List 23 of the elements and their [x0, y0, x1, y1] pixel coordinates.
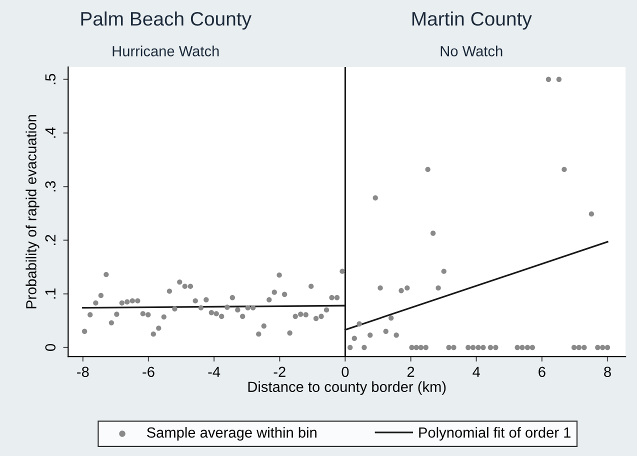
- y-tick-label: 0: [45, 344, 56, 351]
- x-tick-label: 4: [472, 366, 480, 377]
- y-tick-label: .1: [45, 288, 56, 299]
- x-tick-label: -2: [274, 366, 286, 377]
- x-tick-label: -6: [142, 366, 154, 378]
- legend-label: Sample average within bin: [146, 427, 316, 441]
- legend-label: Polynomial fit of order 1: [419, 427, 570, 441]
- y-axis-title: Probability of rapid evacuation: [26, 115, 40, 308]
- x-tick-label: 0: [342, 366, 349, 378]
- text: Martin County: [412, 11, 532, 30]
- x-tick-label: -4: [208, 366, 220, 377]
- x-tick-label: 8: [604, 366, 611, 378]
- text: Palm Beach County: [81, 11, 252, 30]
- text: Hurricane Watch: [112, 46, 219, 56]
- y-tick-label: .2: [45, 234, 56, 245]
- x-tick-label: 6: [538, 366, 546, 378]
- x-tick-label: 2: [407, 366, 414, 377]
- x-tick-label: -8: [77, 366, 89, 378]
- y-tick-label: .5: [45, 74, 56, 84]
- y-tick-label: .4: [45, 127, 56, 138]
- text: No Watch: [440, 46, 502, 56]
- x-axis-title: Distance to county border (km): [248, 381, 446, 395]
- y-tick-label: .3: [45, 181, 56, 192]
